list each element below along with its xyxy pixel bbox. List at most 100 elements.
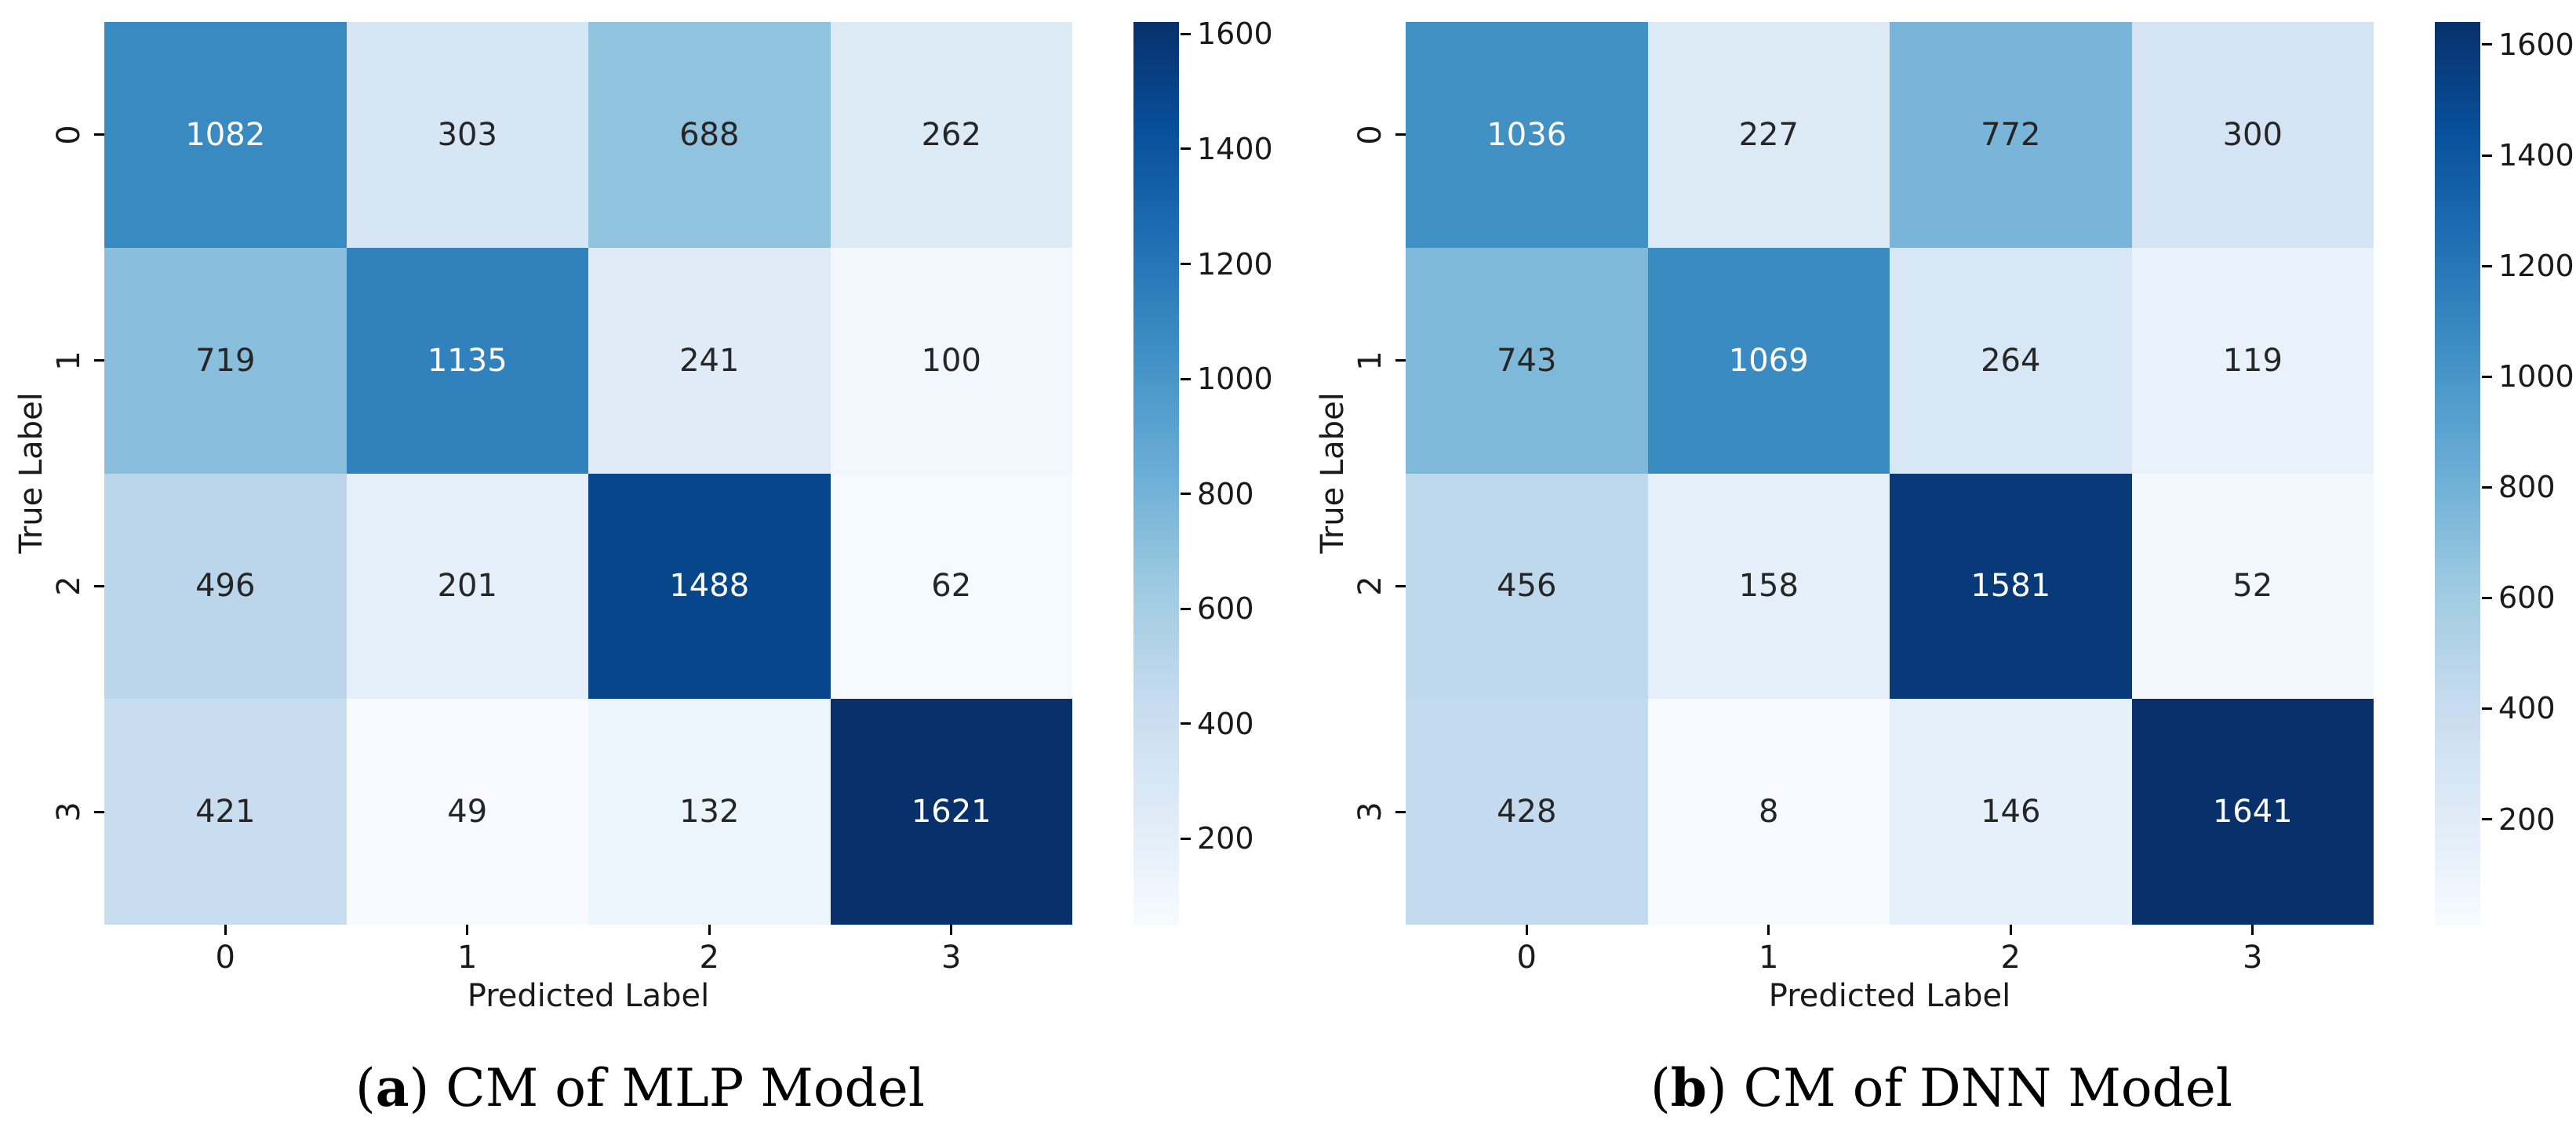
cell-value: 496 [195,568,256,605]
y-tick-mark [1395,359,1406,362]
cell-value: 1036 [1486,116,1567,153]
heatmap-cell: 201 [346,473,588,700]
caption-letter: a [375,1057,409,1118]
heatmap-cell: 100 [830,247,1072,474]
cell-value: 119 [2222,342,2283,379]
colorbar-tick-label: 600 [2498,580,2556,616]
cell-value: 158 [1738,568,1799,605]
y-axis-label: True Label [1315,392,1351,554]
cell-value: 49 [447,794,488,831]
colorbar-tick-label: 1400 [1197,131,1273,166]
heatmap-cell: 227 [1647,22,1890,248]
heatmap-cell: 49 [346,699,588,925]
cell-value: 1069 [1728,342,1809,379]
colorbar-tick-mark [1181,377,1191,380]
colorbar-tick-label: 600 [1197,591,1254,627]
cell-value: 428 [1497,794,1557,831]
heatmap-grid: 1082 303 688 262 719 1135 241 100 496 201 1488 62 42… [104,22,1072,925]
heatmap-cell: 1621 [830,699,1072,925]
x-axis-label: Predicted Label [467,978,710,1014]
x-tick-label: 0 [215,940,235,976]
cell-value: 421 [195,794,256,831]
y-tick-mark [94,810,104,813]
y-tick-label: 3 [1352,802,1388,822]
y-tick-mark [1395,810,1406,813]
x-tick-label: 2 [699,940,719,976]
heatmap-cell: 146 [1890,699,2132,925]
heatmap-cell: 428 [1406,699,1648,925]
cell-value: 303 [437,116,497,153]
cell-value: 264 [1981,342,2041,379]
colorbar-tick-mark [1181,493,1191,496]
heatmap-cell: 8 [1647,699,1890,925]
x-tick-label: 2 [2000,940,2021,976]
x-axis-label: Predicted Label [1768,978,2011,1014]
heatmap-cell: 1036 [1406,22,1648,248]
heatmap-cell: 1488 [588,473,831,700]
heatmap-cell: 241 [588,247,831,474]
y-tick-label: 1 [51,350,87,371]
cell-value: 1641 [2212,794,2293,831]
heatmap-cell: 1135 [346,247,588,474]
caption-text: CM of DNN Model [1726,1058,2232,1118]
colorbar-tick-label: 800 [1197,476,1254,511]
y-tick-mark [1395,584,1406,587]
cell-value: 1488 [669,568,750,605]
x-tick-label: 1 [1759,940,1779,976]
y-tick-mark [94,584,104,587]
colorbar-tick-mark [2482,43,2492,46]
y-tick-label: 2 [51,576,87,597]
y-tick-label: 2 [1352,576,1388,597]
colorbar-tick-mark [2482,264,2492,267]
x-tick-label: 3 [2243,940,2263,976]
caption-paren-open: ( [1650,1058,1671,1118]
cell-value: 62 [931,568,972,605]
heatmap-cell: 158 [1647,473,1890,700]
heatmap-cell: 456 [1406,473,1648,700]
colorbar-tick-mark [2482,596,2492,599]
y-axis-label: True Label [13,392,49,554]
heatmap-cell: 119 [2131,247,2374,474]
y-tick-label: 3 [51,802,87,822]
colorbar-tick-mark [1181,722,1191,725]
x-tick-mark [2009,925,2012,935]
colorbar-tick-mark [1181,263,1191,266]
cell-value: 456 [1497,568,1557,605]
heatmap-grid: 1036 227 772 300 743 1069 264 119 456 158 1581 52 42… [1406,22,2374,925]
colorbar-tick-label: 200 [1197,821,1254,856]
heatmap-cell: 132 [588,699,831,925]
cell-value: 1082 [185,116,266,153]
heatmap-cell: 496 [104,473,347,700]
heatmap-cell: 772 [1890,22,2132,248]
cell-value: 772 [1981,116,2041,153]
colorbar-tick-label: 1000 [1197,362,1273,397]
x-tick-label: 1 [457,940,478,976]
cell-value: 227 [1738,116,1799,153]
cell-value: 743 [1497,342,1557,379]
cell-value: 1581 [1970,568,2051,605]
heatmap-cell: 688 [588,22,831,248]
heatmap-cell: 264 [1890,247,2132,474]
colorbar-tick-label: 1600 [2498,27,2574,62]
colorbar-tick-label: 400 [2498,691,2556,726]
heatmap-cell: 743 [1406,247,1648,474]
cell-value: 688 [679,116,740,153]
x-tick-mark [950,925,953,935]
heatmap-cell: 262 [830,22,1072,248]
colorbar [2435,22,2480,925]
colorbar [1133,22,1179,925]
x-tick-mark [708,925,711,935]
x-tick-label: 3 [941,940,962,976]
y-tick-mark [1395,133,1406,136]
subfigure-caption: (a) CM of MLP Model [0,1057,1280,1119]
colorbar-tick-mark [2482,154,2492,157]
caption-paren-open: ( [355,1058,376,1118]
heatmap-cell: 1082 [104,22,347,248]
x-tick-mark [1767,925,1770,935]
cell-value: 201 [437,568,497,605]
caption-paren-close: ) [409,1058,430,1118]
colorbar-tick-mark [2482,485,2492,489]
y-tick-mark [94,133,104,136]
colorbar-tick-label: 200 [2498,802,2556,837]
caption-text: CM of MLP Model [429,1058,925,1118]
